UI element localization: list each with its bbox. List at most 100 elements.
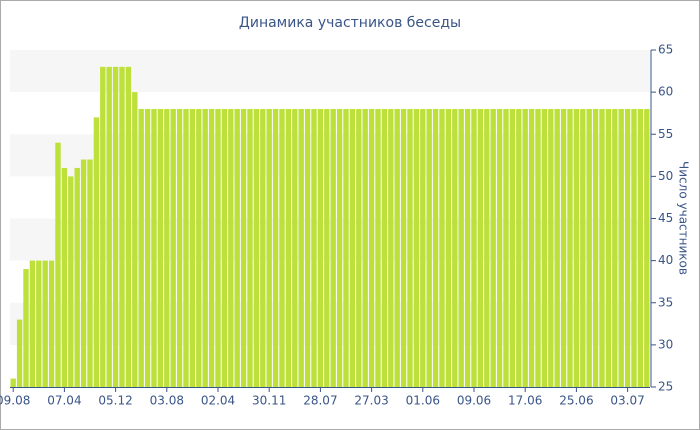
- bar: [599, 108, 605, 387]
- bar: [125, 66, 132, 387]
- bar: [637, 108, 644, 387]
- bar: [528, 108, 535, 387]
- bar: [535, 108, 541, 387]
- bar: [208, 108, 215, 387]
- bar: [484, 108, 490, 387]
- bar: [432, 108, 439, 387]
- y-tick-label: 55: [658, 127, 673, 141]
- bar: [247, 108, 253, 387]
- x-tick-label: 01.06: [406, 394, 440, 408]
- bar: [580, 108, 586, 387]
- bar: [298, 108, 304, 387]
- bar: [106, 66, 112, 387]
- bar: [279, 108, 285, 387]
- bar: [496, 108, 503, 387]
- bar: [138, 108, 144, 387]
- bar: [164, 108, 170, 387]
- y-tick-label: 65: [658, 43, 673, 57]
- bar: [439, 108, 445, 387]
- x-tick-label: 25.06: [559, 394, 593, 408]
- bar: [554, 108, 560, 387]
- bar: [234, 108, 240, 387]
- bar: [573, 108, 580, 387]
- bar: [16, 319, 23, 387]
- y-tick-label: 30: [658, 337, 673, 351]
- bar: [317, 108, 324, 387]
- bar: [23, 269, 29, 387]
- bar: [394, 108, 400, 387]
- bar: [586, 108, 592, 387]
- bar: [336, 108, 343, 387]
- bar: [36, 260, 42, 387]
- bar: [362, 108, 368, 387]
- bar: [266, 108, 272, 387]
- bar: [42, 260, 48, 387]
- bar: [260, 108, 266, 387]
- bar: [292, 108, 298, 387]
- bar: [503, 108, 509, 387]
- bar: [119, 66, 125, 387]
- bar: [426, 108, 432, 387]
- bar: [375, 108, 381, 387]
- bar: [228, 108, 234, 387]
- x-tick-label: 28.07: [303, 394, 337, 408]
- grid-band: [10, 50, 650, 93]
- grid-band: [10, 218, 650, 261]
- bar: [202, 108, 208, 387]
- x-tick-label: 03.08: [150, 394, 184, 408]
- bar: [516, 108, 522, 387]
- bar: [452, 108, 458, 387]
- bar: [349, 108, 356, 387]
- bar: [413, 108, 420, 387]
- bar: [490, 108, 496, 387]
- bar: [196, 108, 202, 387]
- bar: [605, 108, 612, 387]
- bar: [132, 92, 138, 387]
- bar: [368, 108, 375, 387]
- bar: [80, 159, 87, 387]
- bar: [509, 108, 516, 387]
- bar: [157, 108, 164, 387]
- bar: [471, 108, 477, 387]
- bar: [420, 108, 426, 387]
- bar: [93, 117, 100, 388]
- bar: [445, 108, 452, 387]
- grid-band: [10, 302, 650, 345]
- bar: [272, 108, 279, 387]
- y-tick-label: 40: [658, 253, 673, 267]
- bar: [144, 108, 151, 387]
- bar: [560, 108, 567, 387]
- bar: [477, 108, 484, 387]
- bar: [61, 167, 68, 387]
- y-tick-label: 50: [658, 169, 673, 183]
- x-tick-label: 30.11: [252, 394, 286, 408]
- bar: [522, 108, 528, 387]
- y-tick-label: 60: [658, 85, 673, 99]
- x-tick-label: 27.03: [354, 394, 388, 408]
- bar: [100, 66, 106, 387]
- x-tick-label: 02.04: [201, 394, 235, 408]
- bar: [407, 108, 413, 387]
- bar: [592, 108, 599, 387]
- bar: [215, 108, 221, 387]
- bar: [189, 108, 196, 387]
- bar: [29, 260, 36, 387]
- bar: [285, 108, 292, 387]
- bar: [240, 108, 247, 387]
- bar: [618, 108, 624, 387]
- x-tick-label: 09.08: [0, 394, 30, 408]
- bar: [87, 159, 93, 387]
- y-tick-label: 45: [658, 211, 673, 225]
- bar: [400, 108, 407, 387]
- bar: [68, 176, 74, 387]
- y-tick-label: 25: [658, 380, 673, 394]
- bar: [458, 108, 464, 387]
- bar: [221, 108, 228, 387]
- x-tick-label: 17.06: [508, 394, 542, 408]
- bar: [74, 167, 80, 387]
- y-tick-label: 35: [658, 295, 673, 309]
- bar: [10, 378, 16, 387]
- bar: [541, 108, 548, 387]
- bar: [324, 108, 330, 387]
